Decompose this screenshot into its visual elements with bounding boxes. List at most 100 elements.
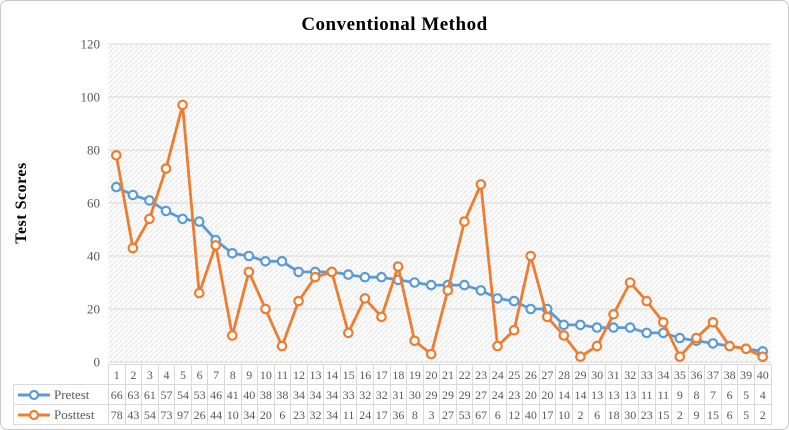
pretest-marker bbox=[492, 293, 503, 304]
pretest-value-cell: 11 bbox=[654, 384, 673, 405]
posttest-marker bbox=[608, 308, 619, 320]
x-label-cell: 32 bbox=[621, 364, 639, 385]
pretest-value-cell: 46 bbox=[207, 384, 225, 405]
x-label-cell: 4 bbox=[157, 364, 176, 385]
posttest-value-cell: 8 bbox=[406, 404, 424, 425]
x-label-cell: 11 bbox=[273, 364, 292, 385]
pretest-marker bbox=[558, 319, 570, 331]
x-label-cell: 14 bbox=[323, 364, 341, 385]
x-label-cell: 18 bbox=[389, 364, 408, 385]
pretest-value-cell: 38 bbox=[273, 384, 292, 405]
x-label-cell: 39 bbox=[737, 364, 755, 385]
pretest-value-cell: 20 bbox=[538, 384, 557, 405]
pretest-value-cell: 7 bbox=[704, 384, 722, 405]
pretest-value-cell: 29 bbox=[422, 384, 441, 405]
posttest-marker bbox=[425, 348, 437, 360]
chart-title: Conventional Method bbox=[301, 14, 488, 35]
x-label-cell: 22 bbox=[455, 364, 474, 385]
posttest-value-cell: 67 bbox=[472, 404, 490, 425]
legend-posttest: Posttest bbox=[13, 404, 109, 425]
pretest-value-cell: 4 bbox=[753, 384, 772, 405]
posttest-value-cell: 6 bbox=[488, 404, 507, 425]
posttest-value-cell: 6 bbox=[720, 404, 739, 425]
posttest-marker bbox=[724, 340, 735, 352]
pretest-marker bbox=[707, 338, 719, 349]
pretest-value-cell: 20 bbox=[522, 384, 540, 405]
posttest-value-cell: 17 bbox=[373, 404, 391, 425]
pretest-marker bbox=[260, 255, 271, 267]
x-axis-label-row: 1 2 3 4 5 6 7 8 9 10 11 12 13 14 15 16 17 18 19 20 21 22 23 24 2… bbox=[14, 364, 772, 385]
pretest-value-cell: 14 bbox=[555, 384, 573, 405]
pretest-legend-key-icon bbox=[18, 389, 50, 400]
pretest-marker bbox=[624, 322, 636, 333]
posttest-value-cell: 10 bbox=[223, 404, 242, 425]
x-label-cell: 10 bbox=[257, 364, 275, 385]
posttest-marker bbox=[243, 266, 255, 278]
x-label-cell: 30 bbox=[588, 364, 606, 385]
pretest-marker bbox=[177, 213, 188, 225]
posttest-marker bbox=[193, 287, 205, 299]
x-label-cell: 38 bbox=[720, 364, 739, 385]
posttest-marker bbox=[492, 340, 503, 352]
x-label-cell: 24 bbox=[488, 364, 507, 385]
posttest-marker bbox=[757, 351, 768, 362]
posttest-marker bbox=[293, 295, 304, 307]
x-label-cell: 8 bbox=[223, 364, 242, 385]
table-corner-blank bbox=[14, 365, 109, 385]
pretest-value-cell: 34 bbox=[323, 384, 341, 405]
posttest-value-cell: 6 bbox=[588, 404, 606, 425]
x-label-cell: 36 bbox=[687, 364, 706, 385]
posttest-line bbox=[114, 103, 765, 359]
pretest-value-cell: 5 bbox=[737, 384, 755, 405]
posttest-value-cell: 97 bbox=[174, 404, 192, 425]
x-label-cell: 1 bbox=[108, 364, 126, 385]
posttest-marker bbox=[740, 343, 752, 355]
x-label-cell: 9 bbox=[240, 364, 259, 385]
posttest-marker bbox=[342, 327, 354, 339]
x-label-cell: 37 bbox=[704, 364, 722, 385]
posttest-marker bbox=[508, 324, 520, 336]
pretest-value-cell: 13 bbox=[621, 384, 639, 405]
x-label-cell: 29 bbox=[571, 364, 590, 385]
pretest-value-cell: 11 bbox=[638, 384, 656, 405]
x-label-cell: 5 bbox=[174, 364, 192, 385]
x-label-cell: 20 bbox=[422, 364, 441, 385]
posttest-marker bbox=[641, 295, 652, 307]
posttest-value-cell: 23 bbox=[638, 404, 656, 425]
posttest-marker bbox=[558, 330, 570, 341]
pretest-marker bbox=[459, 279, 470, 291]
pretest-marker bbox=[591, 322, 603, 333]
posttest-marker bbox=[575, 351, 586, 362]
posttest-marker bbox=[309, 271, 321, 283]
posttest-marker bbox=[160, 163, 172, 174]
legend-label: Pretest bbox=[54, 387, 90, 402]
posttest-marker bbox=[525, 250, 536, 262]
pretest-value-cell: 63 bbox=[124, 384, 143, 405]
posttest-value-cell: 11 bbox=[339, 404, 358, 425]
x-label-cell: 27 bbox=[538, 364, 557, 385]
posttest-marker bbox=[276, 340, 288, 352]
posttest-marker bbox=[475, 179, 487, 190]
posttest-marker bbox=[127, 242, 139, 254]
posttest-value-cell: 73 bbox=[157, 404, 176, 425]
posttest-marker bbox=[260, 303, 271, 315]
pretest-marker bbox=[243, 250, 255, 262]
posttest-value-cell: 30 bbox=[621, 404, 639, 425]
legend-pretest: Pretest bbox=[13, 384, 109, 405]
pretest-value-cell: 32 bbox=[373, 384, 391, 405]
pretest-value-cell: 6 bbox=[720, 384, 739, 405]
pretest-value-cell: 61 bbox=[141, 384, 159, 405]
pretest-marker bbox=[144, 195, 155, 206]
x-label-cell: 40 bbox=[753, 364, 772, 385]
posttest-value-cell: 44 bbox=[207, 404, 225, 425]
posttest-value-cell: 2 bbox=[671, 404, 689, 425]
pretest-value-cell: 38 bbox=[257, 384, 275, 405]
pretest-value-cell: 32 bbox=[356, 384, 374, 405]
pretest-marker bbox=[409, 277, 420, 288]
posttest-marker bbox=[591, 340, 603, 352]
posttest-marker bbox=[210, 240, 221, 251]
pretest-marker bbox=[342, 269, 354, 280]
x-label-cell: 34 bbox=[654, 364, 673, 385]
x-label-cell: 35 bbox=[671, 364, 689, 385]
